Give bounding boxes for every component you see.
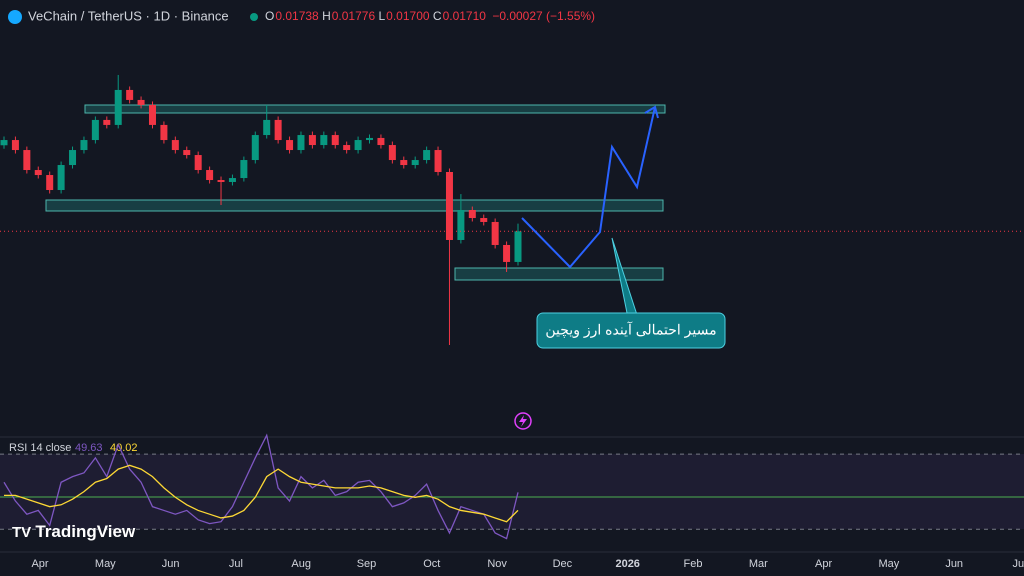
rsi-label: RSI 14 close <box>9 442 71 454</box>
candle-body <box>366 137 374 141</box>
candle-body <box>217 180 225 182</box>
candle-body <box>503 244 511 262</box>
candle-body <box>46 175 54 191</box>
rsi-value: 49.63 <box>75 442 103 454</box>
candle-body <box>343 145 351 151</box>
rsi-ma-value: 40.02 <box>110 442 138 454</box>
market-dot <box>250 13 258 21</box>
candle-body <box>103 119 111 125</box>
alert-bolt <box>519 415 527 427</box>
candle-body <box>468 210 476 219</box>
ohlc-key: H <box>322 9 331 23</box>
candle-body <box>240 160 248 179</box>
candle-body <box>11 140 19 151</box>
ohlc-value: 0.01710 <box>443 9 487 23</box>
x-tick-label: Apr <box>815 558 832 570</box>
candle-body <box>160 124 168 141</box>
candle-body <box>126 89 134 100</box>
logo: TV TradingView <box>12 522 136 541</box>
candle-body <box>286 140 294 151</box>
x-tick-label: 2026 <box>615 558 639 570</box>
candle-body <box>34 170 42 176</box>
symbol-icon <box>8 10 22 24</box>
candle-body <box>69 150 77 166</box>
ohlc-value: 0.01700 <box>386 9 430 23</box>
x-tick-label: Feb <box>684 558 703 570</box>
candle-body <box>0 140 8 146</box>
candle-body <box>377 137 385 146</box>
candle-body <box>137 99 145 105</box>
candle-body <box>423 150 431 161</box>
x-tick-label: Nov <box>487 558 507 570</box>
candle-body <box>206 170 214 181</box>
candle-body <box>411 160 419 166</box>
alert-icon[interactable] <box>514 412 532 430</box>
candle-body <box>263 119 271 136</box>
ohlc-key: C <box>433 9 442 23</box>
candle-body <box>194 155 202 171</box>
x-tick-label: Jul <box>229 558 243 570</box>
ohlc-line: O0.01738 H0.01776 L0.01700 C0.01710 −0.0… <box>265 9 595 23</box>
candle-body <box>251 135 259 161</box>
candle-body <box>274 119 282 141</box>
candle-body <box>228 178 236 182</box>
candle-body <box>491 221 499 245</box>
ohlc-value: 0.01776 <box>332 9 376 23</box>
candle-body <box>171 140 179 151</box>
candle-body <box>308 135 316 146</box>
mid-zone <box>45 199 664 212</box>
candle-body <box>400 160 408 166</box>
projected-path <box>521 106 656 269</box>
candle-body <box>388 145 396 161</box>
candle-body <box>480 218 488 222</box>
x-tick-label: Dec <box>553 558 573 570</box>
candle-body <box>354 140 362 151</box>
resistance-zone <box>84 104 666 114</box>
candle-body <box>183 150 191 156</box>
x-tick-label: Jun <box>945 558 963 570</box>
candle-body <box>457 210 465 240</box>
candle-body <box>57 165 65 191</box>
ohlc-key: O <box>265 9 274 23</box>
candle-body <box>331 135 339 146</box>
support-zone <box>454 267 664 281</box>
ohlc-value: 0.01738 <box>275 9 319 23</box>
candle-body <box>320 135 328 146</box>
candle-body <box>434 150 442 172</box>
x-tick-label: Oct <box>423 558 440 570</box>
x-tick-label: Apr <box>31 558 48 570</box>
x-tick-label: Mar <box>749 558 768 570</box>
candle-body <box>514 231 522 262</box>
callout-text: مسیر احتمالی آینده ارز ویچین <box>545 321 716 339</box>
change: −0.00027 (−1.55%) <box>492 9 595 23</box>
candle-body <box>148 104 156 125</box>
candle-body <box>297 135 305 151</box>
x-tick-label: Aug <box>291 558 311 570</box>
x-tick-label: Jul <box>1012 558 1024 570</box>
candle-body <box>23 150 31 171</box>
arrow-head <box>644 105 659 119</box>
x-tick-label: May <box>879 558 900 570</box>
candle-body <box>91 119 99 141</box>
symbol: VeChain / TetherUS · 1D · Binance <box>28 8 229 23</box>
candle-body <box>80 140 88 151</box>
x-tick-label: May <box>95 558 116 570</box>
x-tick-label: Jun <box>162 558 180 570</box>
x-tick-label: Sep <box>357 558 377 570</box>
rsi-line <box>4 464 519 523</box>
candle-body <box>445 172 453 240</box>
callout <box>536 312 726 349</box>
logo-text: TradingView <box>35 522 136 541</box>
ohlc-key: L <box>378 9 385 23</box>
candle-body <box>114 89 122 125</box>
